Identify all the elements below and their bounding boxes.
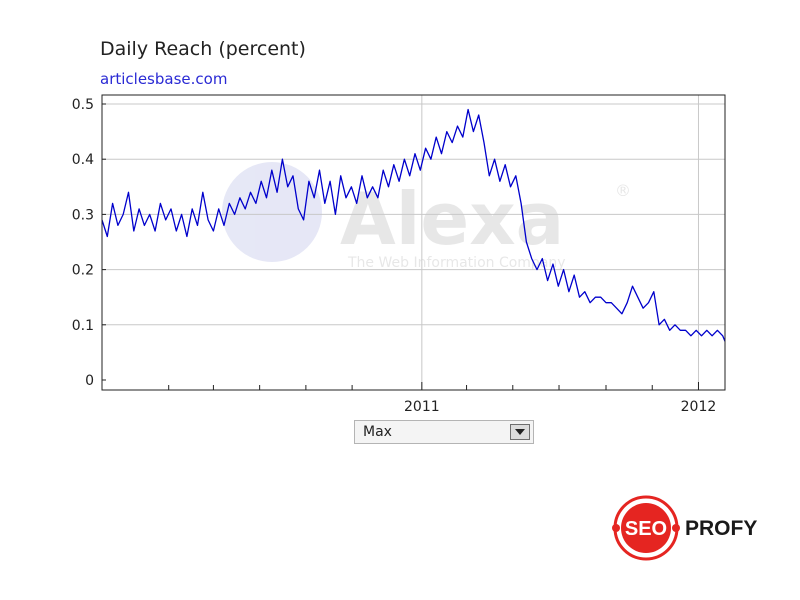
- seo-badge: [621, 503, 671, 553]
- y-tick-label: 0.3: [72, 207, 94, 223]
- plot-frame: [101, 94, 726, 391]
- y-tick-label: 0: [85, 373, 94, 389]
- chart-title: Daily Reach (percent): [100, 38, 306, 60]
- seo-badge-text: SEO: [625, 518, 667, 540]
- badge-dot-icon: [612, 524, 620, 532]
- series-line-layer: [101, 108, 726, 342]
- y-tick-label: 0.4: [72, 152, 94, 168]
- alexa-watermark-logo: [222, 162, 322, 262]
- chevron-down-icon[interactable]: [510, 424, 530, 440]
- range-select-value: Max: [363, 424, 392, 440]
- series-line: [101, 108, 726, 342]
- x-tick-label: 2011: [404, 399, 440, 415]
- y-tick-label: 0.1: [72, 318, 94, 334]
- alexa-watermark: Alexa ® The Web Information Company: [222, 162, 631, 271]
- range-select[interactable]: Max: [354, 420, 534, 444]
- alexa-watermark-name: Alexa: [340, 177, 564, 261]
- y-tick-label: 0.2: [72, 263, 94, 279]
- axis-ticks: 0 0.1 0.2 0.3 0.4 0.5 2011 2012: [72, 97, 717, 415]
- site-link[interactable]: articlesbase.com: [100, 70, 228, 88]
- alexa-watermark-reg-mark: ®: [615, 181, 631, 200]
- brand-name: PROFY: [685, 517, 757, 540]
- alexa-watermark-tagline: The Web Information Company: [347, 255, 566, 271]
- y-tick-label: 0.5: [72, 97, 94, 113]
- badge-dot-icon: [672, 524, 680, 532]
- x-tick-label: 2012: [681, 399, 717, 415]
- seo-profy-logo: SEO PROFY: [612, 494, 782, 562]
